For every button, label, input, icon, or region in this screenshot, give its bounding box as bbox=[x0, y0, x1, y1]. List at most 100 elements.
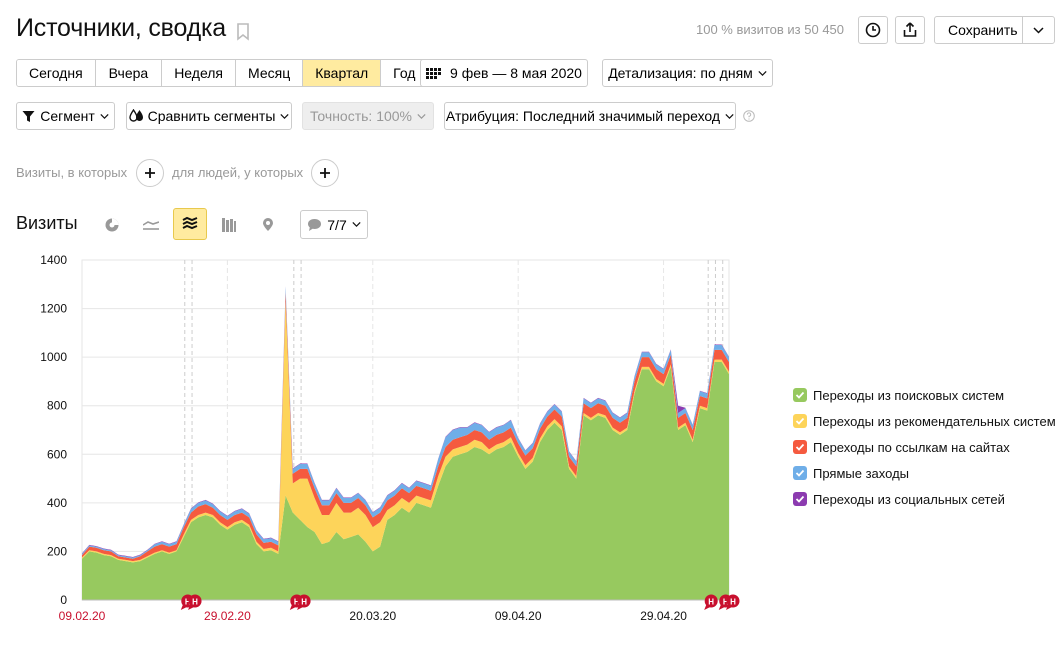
chevron-down-icon bbox=[1033, 26, 1044, 34]
x-tick-label: 09.02.20 bbox=[59, 609, 106, 623]
period-selector: Сегодня Вчера Неделя Месяц Квартал Год bbox=[16, 59, 429, 87]
chevron-down-icon bbox=[100, 113, 109, 119]
detail-label: Детализация: по дням bbox=[608, 65, 753, 81]
y-tick-label: 0 bbox=[60, 593, 67, 607]
event-marker-label: Н bbox=[301, 598, 307, 607]
history-button[interactable] bbox=[858, 16, 888, 44]
bookmark-icon[interactable] bbox=[236, 23, 250, 41]
check-icon bbox=[795, 417, 805, 425]
visits-chart: 0 200 400 600 800 1000 1200 1400 09.02.20 29.02.2… bbox=[40, 253, 740, 623]
chevron-down-icon bbox=[758, 70, 767, 76]
segment-label: Сегмент bbox=[40, 108, 95, 124]
period-week[interactable]: Неделя bbox=[162, 60, 237, 86]
segment-dropdown[interactable]: Сегмент bbox=[16, 102, 115, 130]
visits-percentage-info: 100 % визитов из 50 450 bbox=[696, 22, 845, 37]
legend-item-social[interactable]: Переходы из социальных сетей bbox=[793, 486, 1056, 512]
x-tick-label: 29.04.20 bbox=[640, 609, 687, 623]
chart-legend: Переходы из поисковых систем Переходы из … bbox=[793, 382, 1056, 512]
period-yesterday[interactable]: Вчера bbox=[95, 60, 163, 86]
chart-type-map[interactable] bbox=[252, 210, 284, 240]
compare-segments-label: Сравнить сегменты bbox=[147, 108, 276, 124]
detail-dropdown[interactable]: Детализация: по дням bbox=[602, 59, 773, 87]
accuracy-label: Точность: 100% bbox=[309, 108, 413, 124]
event-marker-label: Н bbox=[708, 598, 714, 607]
y-tick-label: 400 bbox=[47, 496, 67, 510]
legend-checkbox[interactable] bbox=[793, 440, 807, 454]
pie-chart-icon bbox=[105, 218, 119, 232]
chart-type-stacked-area[interactable] bbox=[173, 208, 207, 240]
export-button[interactable] bbox=[895, 16, 925, 44]
legend-checkbox[interactable] bbox=[793, 492, 807, 506]
add-visit-condition-button[interactable] bbox=[136, 159, 164, 187]
filter-icon bbox=[22, 110, 35, 122]
event-marker[interactable]: Н bbox=[297, 594, 311, 611]
add-people-condition-button[interactable] bbox=[311, 159, 339, 187]
legend-checkbox[interactable] bbox=[793, 388, 807, 402]
save-button-group[interactable]: Сохранить bbox=[934, 16, 1055, 44]
event-marker[interactable]: Н bbox=[726, 594, 740, 611]
date-range-label: 9 фев — 8 мая 2020 bbox=[450, 65, 582, 81]
x-tick-label: 20.03.20 bbox=[349, 609, 396, 623]
x-tick-label: 29.02.20 bbox=[204, 609, 251, 623]
legend-checkbox[interactable] bbox=[793, 414, 807, 428]
event-marker-label: Н bbox=[294, 598, 300, 607]
event-marker-label: Н bbox=[723, 598, 729, 607]
save-button[interactable]: Сохранить bbox=[948, 22, 1018, 38]
period-quarter[interactable]: Квартал bbox=[303, 60, 382, 86]
legend-label: Прямые заходы bbox=[813, 465, 910, 481]
check-icon bbox=[795, 391, 805, 399]
chart-type-pie[interactable] bbox=[96, 210, 128, 240]
legend-item-search[interactable]: Переходы из поисковых систем bbox=[793, 382, 1056, 408]
y-tick-label: 1400 bbox=[40, 253, 67, 267]
event-marker[interactable]: Н bbox=[704, 594, 718, 611]
attribution-dropdown[interactable]: Атрибуция: Последний значимый переход bbox=[444, 102, 736, 130]
legend-item-recommend[interactable]: Переходы из рекомендательных систем bbox=[793, 408, 1056, 434]
speech-bubble-icon bbox=[308, 218, 322, 231]
y-tick-label: 1000 bbox=[40, 350, 67, 364]
event-marker-label: Н bbox=[192, 598, 198, 607]
people-condition-hint: для людей, у которых bbox=[172, 165, 304, 180]
compare-segments-dropdown[interactable]: Сравнить сегменты bbox=[126, 102, 292, 130]
date-range-picker[interactable]: 9 фев — 8 мая 2020 bbox=[420, 59, 588, 87]
page-title: Источники, сводка bbox=[16, 14, 227, 42]
check-icon bbox=[795, 469, 805, 477]
series-selector[interactable]: 7/7 bbox=[300, 210, 368, 239]
legend-label: Переходы по ссылкам на сайтах bbox=[813, 439, 1010, 455]
period-today[interactable]: Сегодня bbox=[17, 60, 96, 86]
check-icon bbox=[795, 443, 805, 451]
x-tick-label: 09.04.20 bbox=[495, 609, 542, 623]
chart-type-line[interactable] bbox=[135, 210, 167, 240]
legend-label: Переходы из поисковых систем bbox=[813, 387, 1005, 403]
chevron-down-icon bbox=[417, 113, 426, 119]
legend-label: Переходы из социальных сетей bbox=[813, 491, 1005, 507]
accuracy-dropdown[interactable]: Точность: 100% bbox=[302, 102, 434, 130]
y-tick-label: 200 bbox=[47, 544, 67, 558]
legend-checkbox[interactable] bbox=[793, 466, 807, 480]
plus-icon bbox=[320, 168, 330, 178]
event-marker-label: Н bbox=[730, 598, 736, 607]
share-icon bbox=[903, 22, 917, 37]
plus-icon bbox=[145, 168, 155, 178]
legend-item-links[interactable]: Переходы по ссылкам на сайтах bbox=[793, 434, 1056, 460]
chart-title: Визиты bbox=[16, 213, 78, 233]
save-dropdown-toggle[interactable] bbox=[1022, 17, 1054, 43]
clock-icon bbox=[865, 22, 881, 38]
map-pin-icon bbox=[263, 218, 273, 231]
event-marker[interactable]: Н bbox=[188, 594, 202, 611]
line-chart-icon bbox=[143, 221, 159, 230]
visits-condition-hint: Визиты, в которых bbox=[16, 165, 128, 180]
legend-label: Переходы из рекомендательных систем bbox=[813, 413, 1056, 429]
series-count: 7/7 bbox=[327, 216, 347, 233]
period-year[interactable]: Год bbox=[381, 60, 428, 86]
period-month[interactable]: Месяц bbox=[236, 60, 304, 86]
chevron-down-icon bbox=[725, 113, 734, 119]
chevron-down-icon bbox=[280, 113, 290, 119]
compare-drops-icon bbox=[128, 109, 143, 122]
legend-item-direct[interactable]: Прямые заходы bbox=[793, 460, 1056, 486]
y-tick-label: 1200 bbox=[40, 302, 67, 316]
y-tick-label: 600 bbox=[47, 447, 67, 461]
help-icon[interactable] bbox=[743, 110, 755, 122]
check-icon bbox=[795, 495, 805, 503]
chart-type-bar[interactable] bbox=[213, 210, 245, 240]
attribution-label: Атрибуция: Последний значимый переход bbox=[445, 108, 721, 124]
